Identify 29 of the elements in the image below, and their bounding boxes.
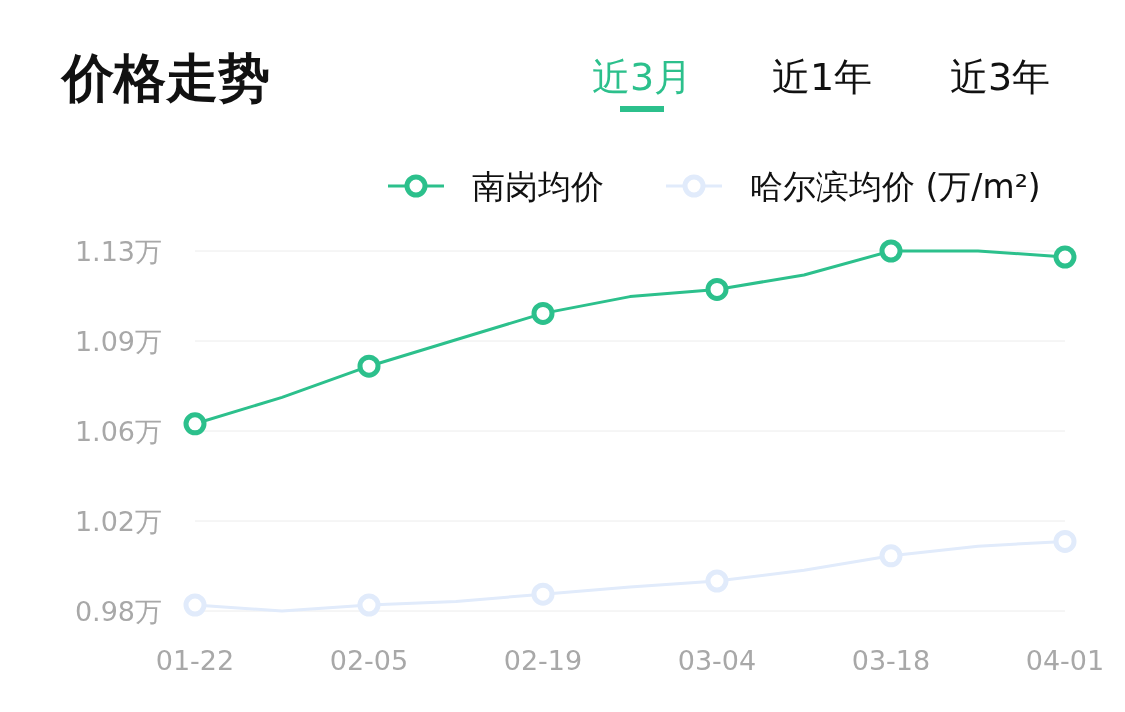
point — [531, 301, 555, 325]
legend-label: 南岗均价 — [472, 167, 604, 206]
x-tick-label: 04-01 — [1025, 645, 1105, 676]
chart-title: 价格走势 — [60, 48, 270, 108]
y-tick-label: 1.13万 — [74, 236, 162, 267]
text: 近3月 — [591, 55, 693, 99]
y-tick-label: 1.02万 — [74, 506, 162, 537]
x-tick-label: 02-19 — [503, 645, 583, 676]
y-tick-label: 0.98万 — [74, 596, 162, 627]
point — [183, 593, 207, 617]
x-tick-label: 02-05 — [329, 645, 409, 676]
point — [705, 277, 729, 301]
text: 近3年 — [949, 55, 1051, 99]
point — [1053, 529, 1077, 553]
point — [357, 593, 381, 617]
point — [357, 354, 381, 378]
text: 近1年 — [771, 55, 873, 99]
point — [879, 239, 903, 263]
y-tick-label: 1.06万 — [74, 416, 162, 447]
legend-label: 哈尔滨均价 (万/m²) — [750, 167, 1041, 206]
point — [1053, 245, 1077, 269]
x-tick-label: 03-04 — [677, 645, 757, 676]
x-tick-label: 03-18 — [851, 645, 931, 676]
x-tick-label: 01-22 — [155, 645, 235, 676]
point — [531, 582, 555, 606]
point — [183, 412, 207, 436]
point — [705, 569, 729, 593]
point — [879, 544, 903, 568]
y-tick-label: 1.09万 — [74, 326, 162, 357]
